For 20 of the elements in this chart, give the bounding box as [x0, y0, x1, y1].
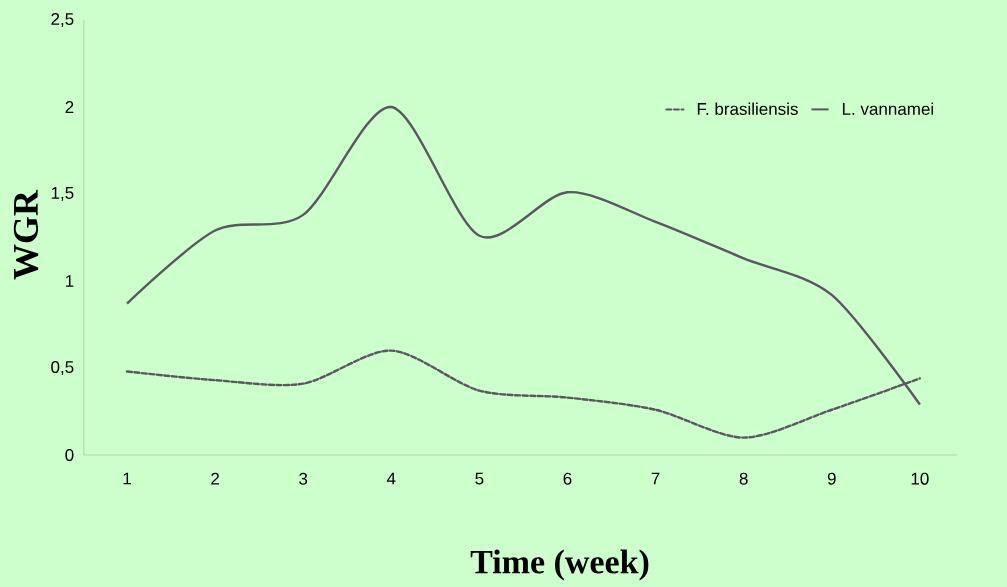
x-tick-label: 10	[911, 472, 929, 485]
y-tick-label: 0	[65, 448, 74, 462]
y-tick-label: 2	[65, 101, 74, 113]
x-axis-title: Time (week)	[470, 549, 649, 581]
x-tick-label: 8	[739, 472, 748, 485]
x-tick-label: 6	[563, 472, 572, 485]
y-tick-label: 0,5	[51, 360, 74, 376]
x-tick-label: 4	[386, 472, 396, 485]
x-tick-label: 9	[827, 472, 836, 485]
y-axis-title: WGR	[13, 189, 39, 280]
x-tick-label: 5	[475, 472, 484, 485]
y-tick-label: 2,5	[51, 12, 74, 28]
x-tick-label: 7	[651, 472, 660, 485]
legend-label: F. brasiliensis	[697, 102, 798, 115]
y-tick-label: 1,5	[51, 187, 74, 201]
x-tick-label: 3	[299, 472, 308, 485]
y-tick-label: 1	[66, 275, 74, 287]
x-tick-label: 1	[123, 472, 131, 485]
legend-label: L. vannamei	[842, 102, 934, 115]
x-tick-label: 2	[211, 472, 219, 485]
